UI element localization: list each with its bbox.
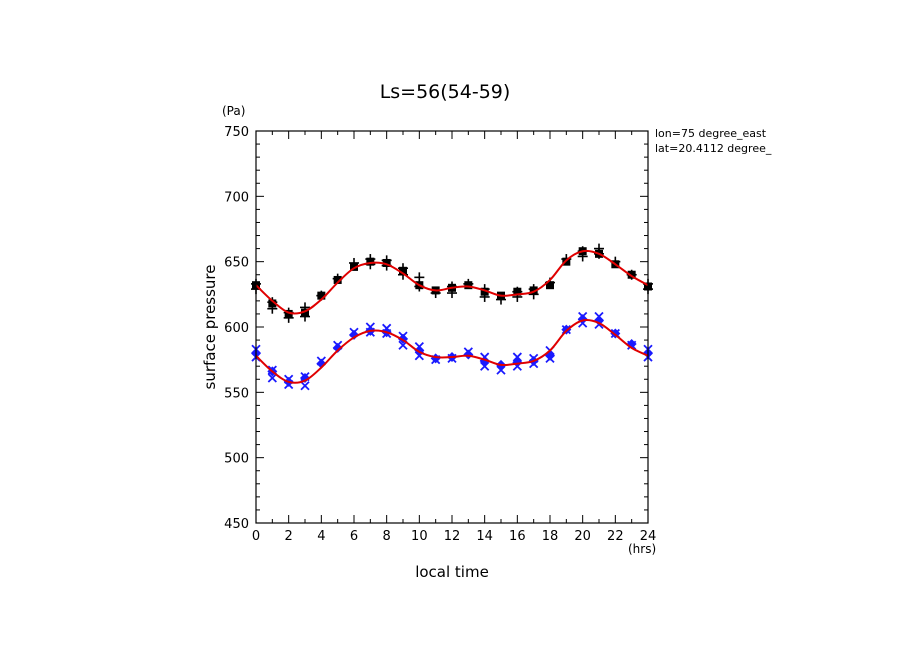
data-point-diamond [463, 349, 474, 360]
data-point-square [366, 257, 375, 266]
data-markers [251, 243, 653, 391]
data-point-cross [267, 373, 277, 383]
tick-labels: 0 2 4 6 8 10 12 14 16 18 20 22 244505005506006507007… [224, 125, 656, 544]
y-tick-label: 450 [224, 517, 249, 532]
data-point-square [301, 308, 309, 317]
axis-ticks [255, 130, 649, 524]
data-point-square [464, 281, 473, 290]
x-tick-label: 24 [640, 529, 657, 544]
fit-curves [255, 249, 649, 384]
data-point-square [317, 291, 326, 300]
y-tick-label: 700 [224, 190, 249, 205]
x-tick-label: 16 [509, 529, 526, 544]
y-tick-label: 650 [224, 256, 249, 271]
data-point-square [529, 286, 538, 295]
y-tick-label: 750 [224, 125, 249, 140]
data-point-square [399, 266, 407, 275]
data-point-square [627, 270, 636, 279]
x-tick-label: 0 [252, 529, 260, 544]
x-axis-label: local time [415, 563, 489, 581]
data-point-square [268, 299, 277, 308]
x-tick-label: 20 [574, 529, 591, 544]
fit-curve [255, 318, 649, 384]
data-point-plus [414, 272, 425, 283]
y-tick-label: 550 [224, 386, 249, 401]
x-tick-label: 14 [476, 529, 493, 544]
x-tick-label: 12 [444, 529, 461, 544]
x-tick-label: 18 [542, 529, 559, 544]
data-point-diamond [300, 372, 310, 383]
y-axis-label: surface pressure [201, 265, 219, 390]
data-point-square [546, 281, 554, 290]
y-tick-label: 600 [224, 321, 249, 336]
y-unit-label: (Pa) [222, 104, 245, 118]
x-unit-label: (hrs) [628, 542, 656, 556]
data-point-square [350, 262, 358, 271]
data-point-square [480, 287, 489, 296]
x-tick-label: 4 [317, 529, 325, 544]
x-tick-label: 6 [350, 529, 358, 544]
data-point-cross [300, 381, 310, 391]
x-tick-label: 10 [411, 529, 428, 544]
data-point-cross [512, 352, 522, 362]
data-point-cross [480, 361, 490, 371]
x-tick-label: 8 [383, 529, 391, 544]
data-point-square [333, 275, 342, 284]
plot-frame [255, 130, 649, 524]
x-tick-label: 22 [607, 529, 624, 544]
data-point-square [513, 287, 522, 296]
data-point-cross [496, 365, 506, 375]
y-tick-label: 500 [224, 452, 249, 467]
fit-curve [255, 249, 649, 315]
x-tick-label: 2 [285, 529, 293, 544]
chart-title: Ls=56(54-59) [380, 81, 511, 103]
data-point-diamond [332, 342, 343, 353]
annotation-lat: lat=20.4112 degree_ [655, 142, 772, 155]
data-point-square [382, 258, 391, 267]
data-point-diamond [349, 329, 359, 340]
data-point-square [284, 309, 293, 318]
annotation-lon: lon=75 degree_east [655, 127, 767, 140]
